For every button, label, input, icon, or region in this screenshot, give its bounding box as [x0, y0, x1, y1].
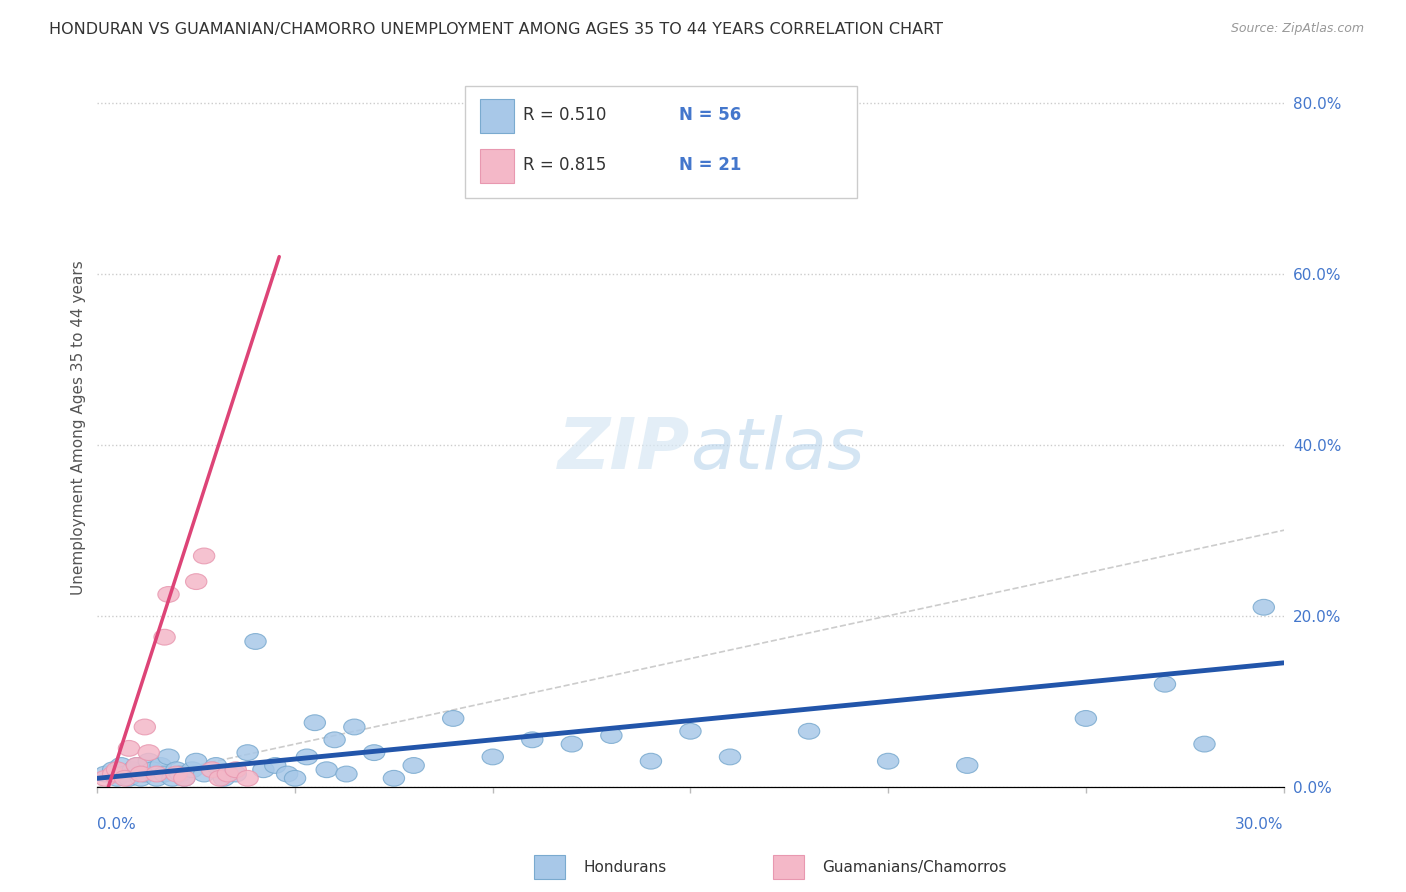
Ellipse shape	[404, 757, 425, 773]
Ellipse shape	[170, 766, 191, 782]
Ellipse shape	[134, 719, 156, 735]
Ellipse shape	[186, 574, 207, 590]
Ellipse shape	[640, 753, 662, 769]
Ellipse shape	[336, 766, 357, 782]
Ellipse shape	[153, 766, 176, 782]
Ellipse shape	[150, 757, 172, 773]
Ellipse shape	[103, 762, 124, 778]
Ellipse shape	[114, 766, 136, 782]
Ellipse shape	[94, 766, 115, 782]
Ellipse shape	[174, 771, 195, 786]
Text: Hondurans: Hondurans	[583, 860, 666, 874]
Ellipse shape	[277, 766, 298, 782]
Ellipse shape	[238, 771, 259, 786]
Ellipse shape	[107, 762, 128, 778]
Ellipse shape	[111, 757, 132, 773]
Text: Guamanians/Chamorros: Guamanians/Chamorros	[823, 860, 1007, 874]
Ellipse shape	[209, 771, 231, 786]
Ellipse shape	[343, 719, 366, 735]
Y-axis label: Unemployment Among Ages 35 to 44 years: Unemployment Among Ages 35 to 44 years	[72, 260, 86, 595]
Text: Source: ZipAtlas.com: Source: ZipAtlas.com	[1230, 22, 1364, 36]
Ellipse shape	[122, 762, 143, 778]
Ellipse shape	[194, 548, 215, 564]
Ellipse shape	[253, 762, 274, 778]
Ellipse shape	[600, 728, 621, 743]
Text: R = 0.815: R = 0.815	[523, 156, 606, 175]
Ellipse shape	[384, 771, 405, 786]
Ellipse shape	[720, 749, 741, 764]
Ellipse shape	[443, 711, 464, 726]
Ellipse shape	[138, 745, 159, 761]
Ellipse shape	[157, 749, 179, 764]
Ellipse shape	[482, 749, 503, 764]
Ellipse shape	[201, 762, 222, 778]
Ellipse shape	[316, 762, 337, 778]
Ellipse shape	[166, 766, 187, 782]
Ellipse shape	[205, 757, 226, 773]
Ellipse shape	[225, 766, 246, 782]
Ellipse shape	[297, 749, 318, 764]
Ellipse shape	[364, 745, 385, 761]
Ellipse shape	[1154, 676, 1175, 692]
Text: R = 0.510: R = 0.510	[523, 106, 606, 124]
Ellipse shape	[174, 771, 195, 786]
Ellipse shape	[127, 757, 148, 773]
Ellipse shape	[956, 757, 979, 773]
Ellipse shape	[799, 723, 820, 739]
Ellipse shape	[142, 762, 163, 778]
Ellipse shape	[238, 745, 259, 761]
Ellipse shape	[522, 732, 543, 747]
Ellipse shape	[131, 771, 152, 786]
Text: N = 56: N = 56	[679, 106, 741, 124]
Ellipse shape	[186, 753, 207, 769]
Ellipse shape	[245, 633, 266, 649]
Text: N = 21: N = 21	[679, 156, 741, 175]
Ellipse shape	[264, 757, 285, 773]
Ellipse shape	[679, 723, 702, 739]
Ellipse shape	[146, 771, 167, 786]
Text: 0.0%: 0.0%	[97, 817, 136, 832]
Ellipse shape	[877, 753, 898, 769]
Text: HONDURAN VS GUAMANIAN/CHAMORRO UNEMPLOYMENT AMONG AGES 35 TO 44 YEARS CORRELATIO: HONDURAN VS GUAMANIAN/CHAMORRO UNEMPLOYM…	[49, 22, 943, 37]
Ellipse shape	[194, 766, 215, 782]
Text: atlas: atlas	[690, 415, 865, 483]
Ellipse shape	[1194, 736, 1215, 752]
Bar	[481, 149, 513, 184]
Ellipse shape	[103, 766, 124, 782]
Ellipse shape	[107, 771, 128, 786]
Text: ZIP: ZIP	[558, 415, 690, 483]
Ellipse shape	[118, 771, 139, 786]
Ellipse shape	[225, 762, 246, 778]
Ellipse shape	[131, 766, 152, 782]
Ellipse shape	[118, 740, 139, 756]
Ellipse shape	[162, 771, 183, 786]
Ellipse shape	[284, 771, 305, 786]
Text: 30.0%: 30.0%	[1234, 817, 1284, 832]
Ellipse shape	[304, 714, 326, 731]
Ellipse shape	[157, 587, 179, 602]
Ellipse shape	[153, 629, 176, 645]
Ellipse shape	[217, 766, 239, 782]
Ellipse shape	[181, 762, 202, 778]
Ellipse shape	[138, 753, 159, 769]
Ellipse shape	[1253, 599, 1274, 615]
Ellipse shape	[134, 766, 156, 782]
Ellipse shape	[127, 757, 148, 773]
Ellipse shape	[94, 771, 115, 786]
Ellipse shape	[1076, 711, 1097, 726]
Bar	[465, 87, 856, 198]
Ellipse shape	[214, 771, 235, 786]
Ellipse shape	[166, 762, 187, 778]
Ellipse shape	[323, 732, 346, 747]
Ellipse shape	[146, 766, 167, 782]
Ellipse shape	[114, 771, 136, 786]
Ellipse shape	[561, 736, 582, 752]
Bar	[481, 99, 513, 133]
